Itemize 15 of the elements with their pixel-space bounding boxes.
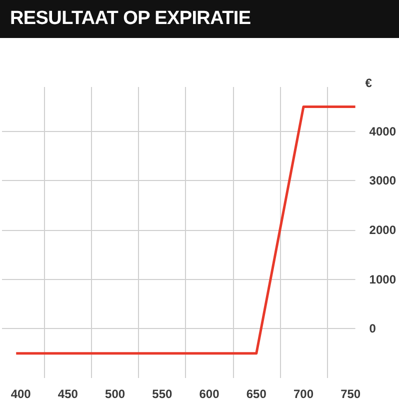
y-axis-title: € <box>365 76 372 90</box>
y-tick-label: 3000 <box>369 174 396 188</box>
chart-title: RESULTAAT OP EXPIRATIE <box>0 0 399 38</box>
x-tick-label: 550 <box>152 387 172 401</box>
x-tick-label: 500 <box>105 387 126 401</box>
y-tick-label: 0 <box>369 322 376 336</box>
y-tick-label: 4000 <box>369 124 396 138</box>
x-tick-label: 700 <box>293 387 314 401</box>
y-tick-label: 2000 <box>369 223 396 238</box>
x-tick-label: 600 <box>199 387 220 401</box>
x-tick-label: 650 <box>246 387 267 401</box>
x-tick-label: 450 <box>58 387 78 401</box>
x-tick-label: 400 <box>10 387 32 401</box>
y-tick-label: 1000 <box>369 272 396 286</box>
x-tick-label: 750 <box>340 387 361 401</box>
